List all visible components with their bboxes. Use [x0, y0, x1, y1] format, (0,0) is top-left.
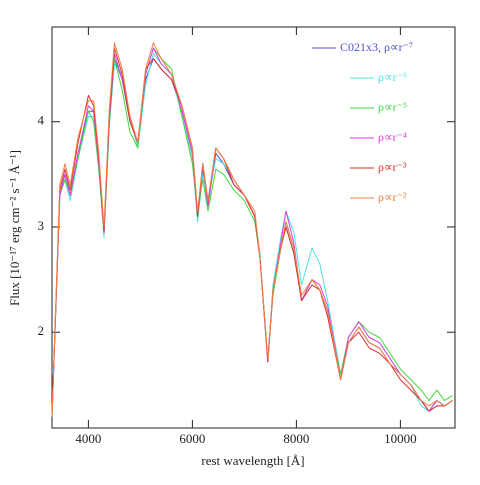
x-tick-label: 4000: [75, 431, 101, 446]
x-tick-label: 10000: [384, 431, 417, 446]
y-axis-label: Flux [10⁻¹⁷ erg cm⁻² s⁻¹ Å⁻¹]: [7, 150, 22, 306]
legend-label: C021x3, ρ∝r⁻⁷: [340, 40, 413, 54]
legend-label: ρ∝r⁻⁴: [378, 130, 407, 144]
legend-label: ρ∝r⁻³: [378, 160, 407, 174]
plot-frame: [51, 26, 456, 429]
x-tick-label: 8000: [283, 431, 309, 446]
series-line: [51, 42, 453, 417]
y-tick-label: 4: [38, 113, 45, 128]
y-tick-label: 3: [38, 218, 45, 233]
legend-label: ρ∝r⁻⁶: [378, 70, 407, 84]
legend-label: ρ∝r⁻⁵: [378, 100, 407, 114]
legend-label: ρ∝r⁻²: [378, 190, 407, 204]
x-tick-label: 6000: [179, 431, 205, 446]
y-tick-label: 2: [38, 323, 45, 338]
x-axis-label: rest wavelength [Å]: [201, 453, 304, 468]
